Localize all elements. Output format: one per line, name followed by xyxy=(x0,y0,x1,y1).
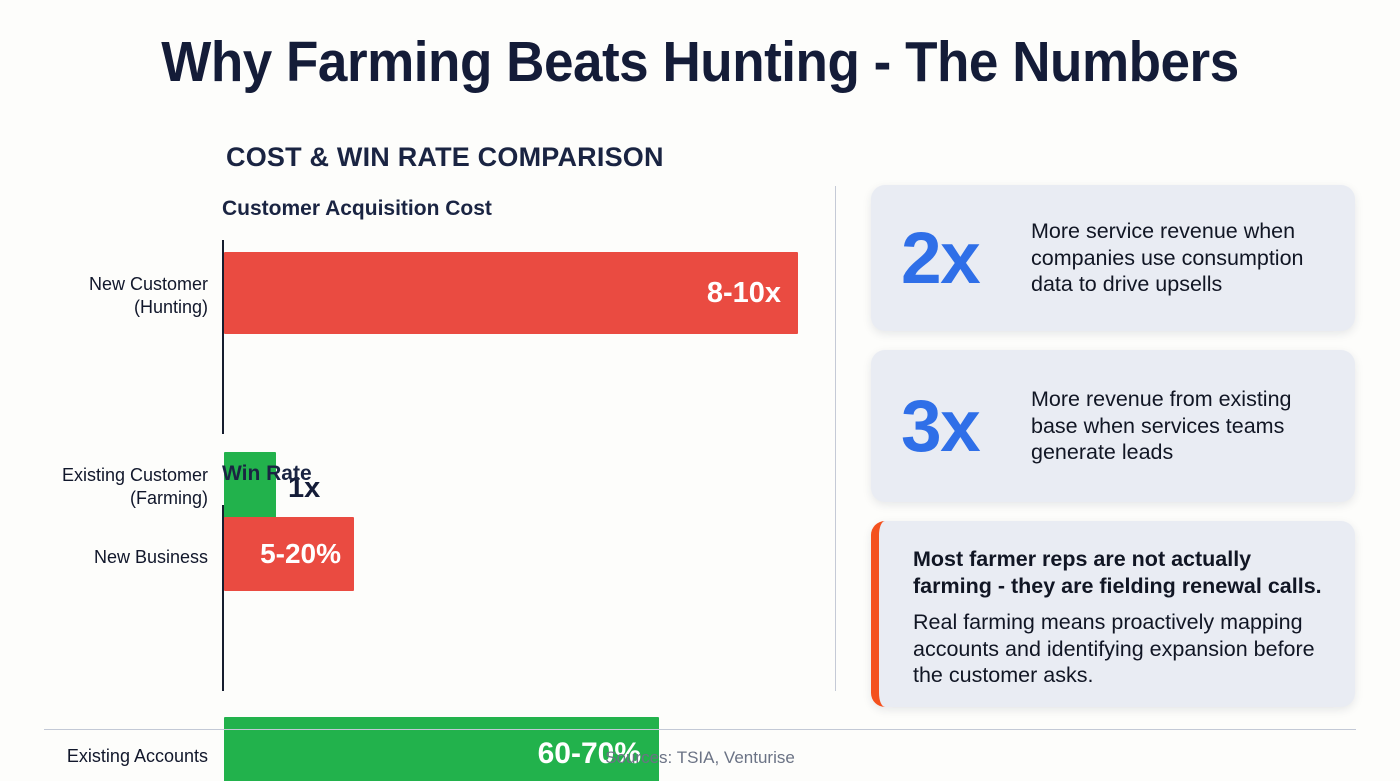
bar-new-business: 5-20% xyxy=(224,517,354,591)
bar-value: 8-10x xyxy=(706,276,781,309)
bar-existing-accounts: 60-70% xyxy=(224,717,659,781)
stat-number: 2x xyxy=(901,217,981,299)
bar-value: 1x xyxy=(288,472,321,504)
chart-title: Win Rate xyxy=(222,462,312,485)
bar-existing-customer-farming xyxy=(224,452,276,524)
bar-new-customer-hunting: 8-10x xyxy=(224,252,798,334)
callout-card: Most farmer reps are not actually farmin… xyxy=(871,521,1355,707)
bar-label: Existing Customer (Farming) xyxy=(0,464,208,510)
stats-column: 2x More service revenue when companies u… xyxy=(871,185,1355,707)
bar-label: Existing Accounts xyxy=(0,745,208,768)
chart-title: Customer Acquisition Cost xyxy=(222,197,492,220)
bar-value: 60-70% xyxy=(537,737,641,770)
y-axis-line xyxy=(222,505,224,691)
bar-label-line1: Existing Accounts xyxy=(66,746,208,766)
callout-headline: Most farmer reps are not actually farmin… xyxy=(913,547,1322,598)
bar-row: New Customer (Hunting) 8-10x xyxy=(0,246,830,334)
bar-row: Existing Customer (Farming) 1x xyxy=(0,346,830,524)
bar-label-line1: New Customer xyxy=(88,274,208,294)
bar-label-line2: (Hunting) xyxy=(133,297,208,317)
sources-note: Sources: TSIA, Venturise xyxy=(605,748,795,767)
bar-label: New Customer (Hunting) xyxy=(0,273,208,319)
stat-number: 3x xyxy=(901,385,981,467)
bar-label-line1: Existing Customer xyxy=(61,465,208,485)
bar-value: 5-20% xyxy=(260,538,341,569)
section-header: COST & WIN RATE COMPARISON xyxy=(226,142,664,172)
bar-label: New Business xyxy=(0,546,208,569)
charts-column: Customer Acquisition Cost New Customer (… xyxy=(0,196,830,781)
y-axis-line xyxy=(222,240,224,434)
column-divider xyxy=(835,186,836,691)
footer-divider xyxy=(44,729,1356,730)
stat-description: More service revenue when companies use … xyxy=(1031,219,1304,297)
stat-card-3x: 3x More revenue from existing base when … xyxy=(871,350,1355,502)
bar-label-line2: (Farming) xyxy=(129,488,208,508)
bar-label-line1: New Business xyxy=(93,547,208,567)
stat-card-2x: 2x More service revenue when companies u… xyxy=(871,185,1355,331)
stat-description: More revenue from existing base when ser… xyxy=(1031,387,1292,465)
callout-body: Real farming means proactively mapping a… xyxy=(913,610,1315,687)
page-title: Why Farming Beats Hunting - The Numbers xyxy=(161,30,1239,94)
